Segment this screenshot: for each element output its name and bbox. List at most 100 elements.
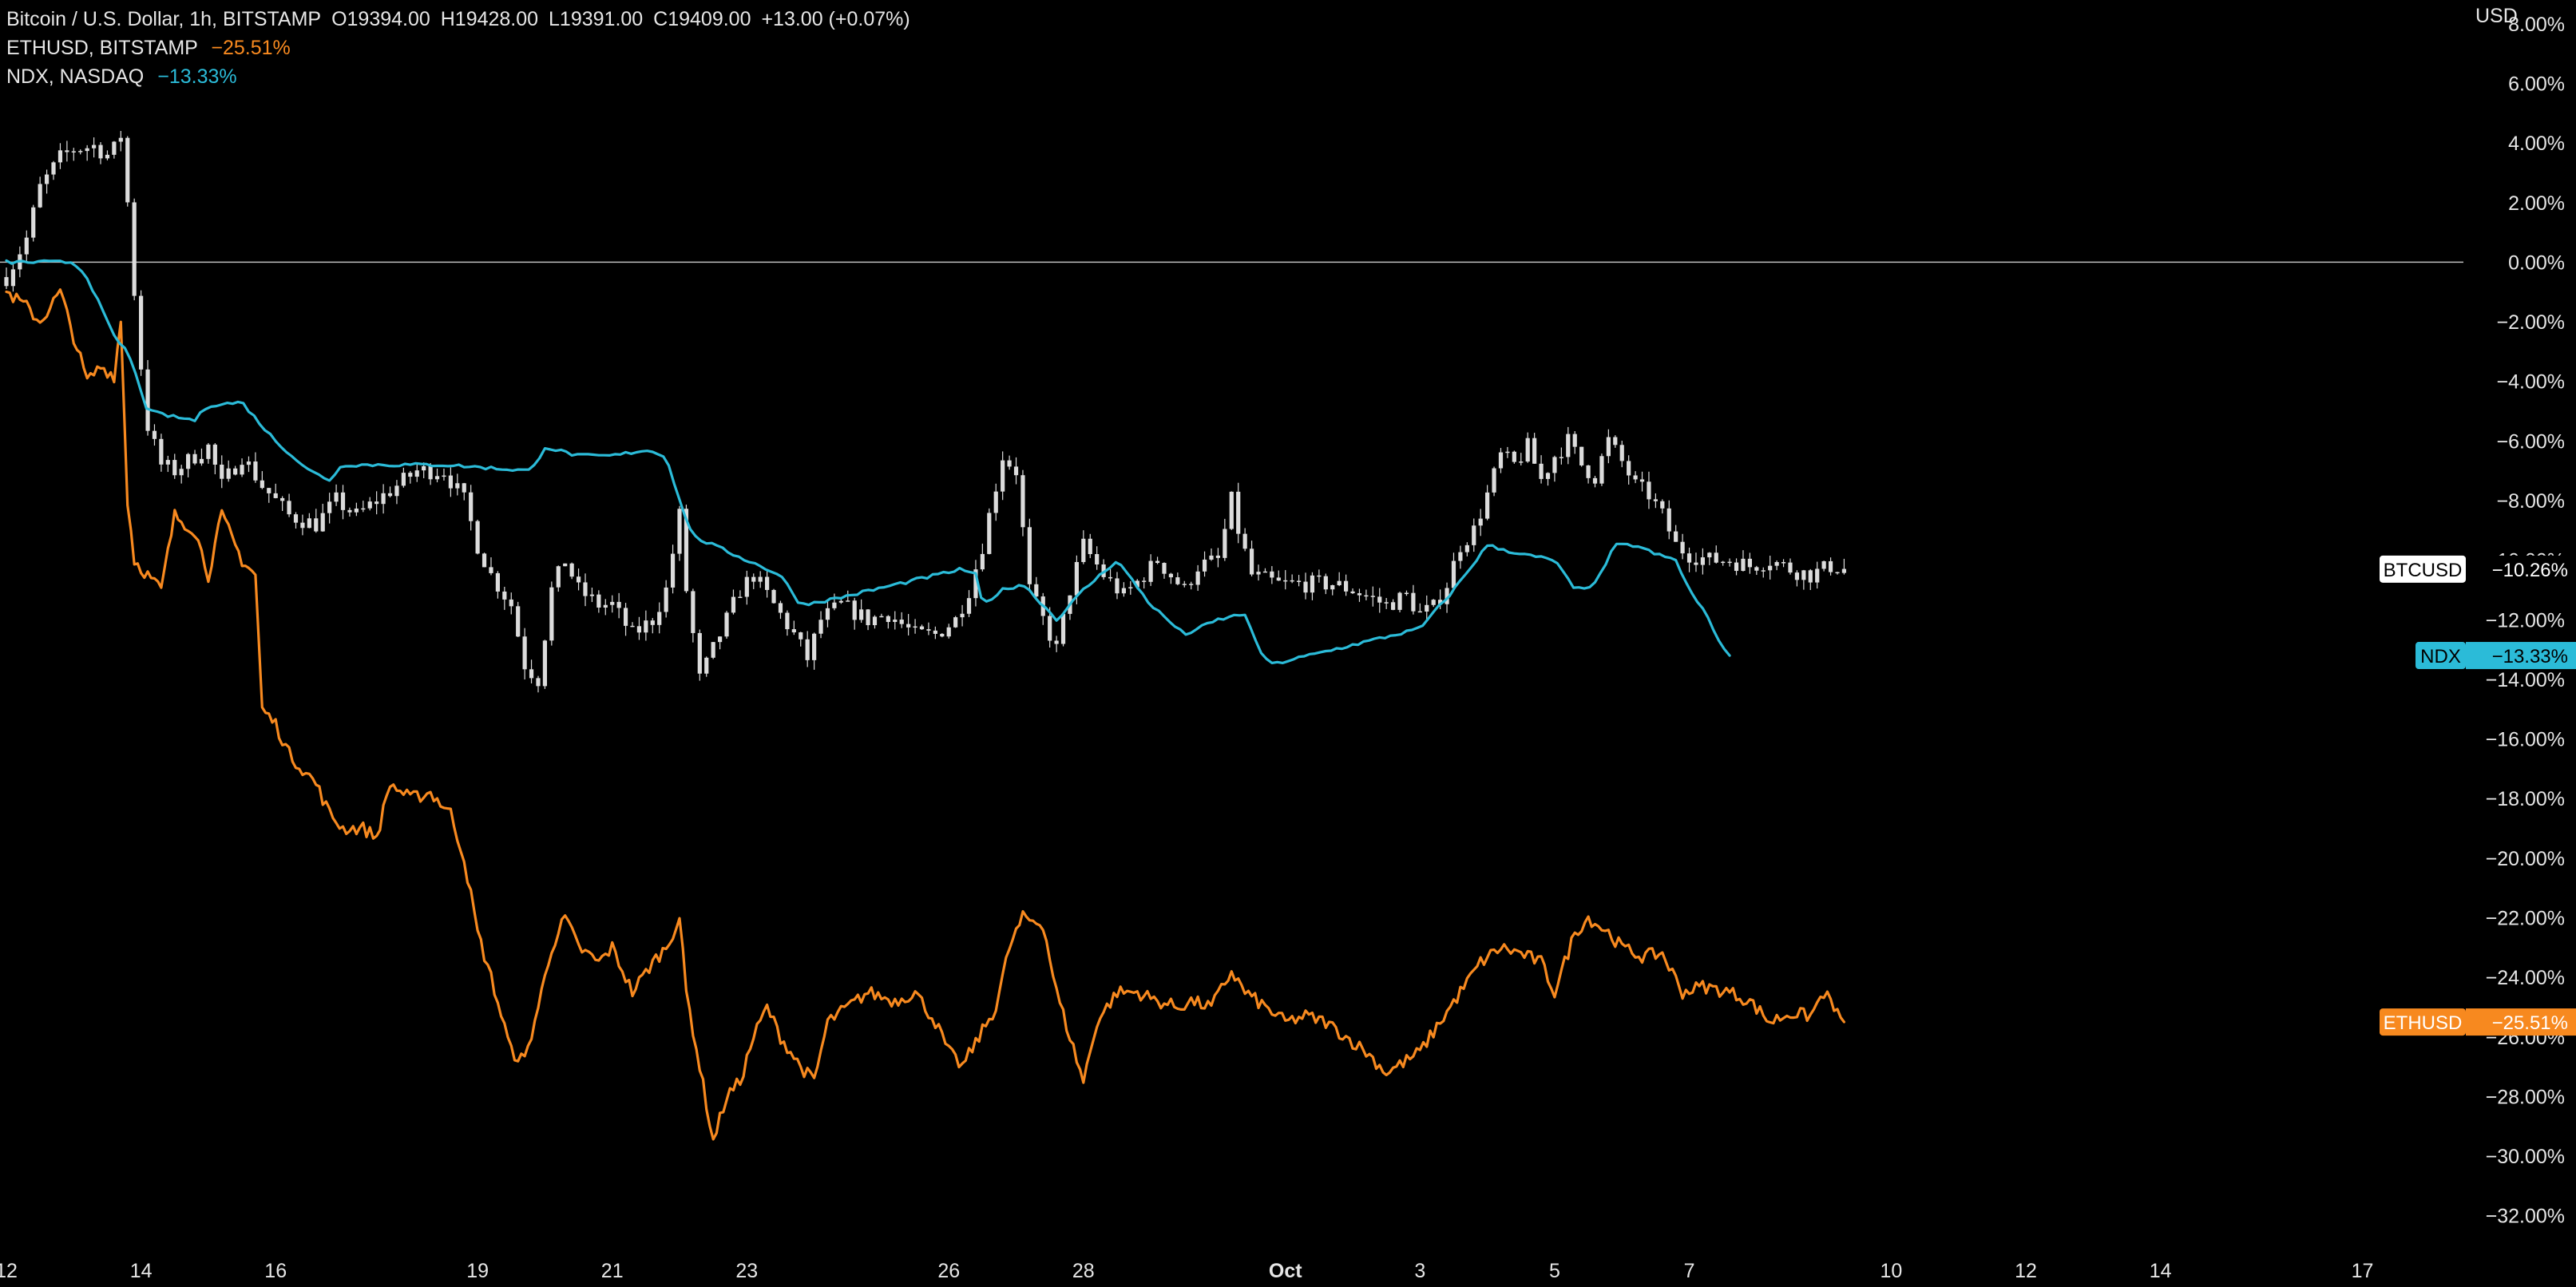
- btc-candle-body: [10, 269, 16, 287]
- btc-candle-body: [717, 636, 723, 643]
- btc-candle-body: [1303, 581, 1308, 593]
- btc-candle-body: [1020, 475, 1025, 528]
- btc-candle-body: [664, 587, 668, 612]
- btc-candle-body: [186, 453, 191, 469]
- btc-candle-body: [293, 514, 299, 523]
- btc-candle-body: [610, 601, 615, 605]
- x-tick-label: 3: [1414, 1260, 1425, 1282]
- legend-eth-symbol[interactable]: ETHUSD, BITSTAMP: [6, 37, 198, 59]
- price-badge-ndx-value: −13.33%: [2492, 646, 2568, 667]
- btc-candle-body: [179, 469, 184, 476]
- btc-candle-body: [516, 606, 521, 637]
- legend-eth-row: ETHUSD, BITSTAMP −25.51%: [6, 34, 915, 62]
- btc-candle-body: [987, 513, 992, 554]
- btc-candle-body: [1027, 527, 1032, 584]
- btc-candle-body: [51, 162, 56, 175]
- price-badge-ndx-value-bg: [2466, 642, 2576, 670]
- btc-candle-body: [1815, 568, 1820, 583]
- btc-candle-body: [1788, 562, 1793, 573]
- legend-ndx-symbol[interactable]: NDX, NASDAQ: [6, 65, 145, 88]
- btc-candle-body: [1364, 595, 1369, 597]
- btc-candle-body: [778, 603, 783, 613]
- btc-candle-body: [226, 468, 231, 479]
- btc-candle-body: [1121, 588, 1127, 594]
- legend-btc-symbol[interactable]: Bitcoin / U.S. Dollar, 1h, BITSTAMP: [6, 8, 322, 30]
- legend-btc-change: +13.00 (+0.07%): [761, 8, 910, 30]
- btc-candle-body: [1168, 573, 1174, 578]
- btc-candle-body: [132, 202, 137, 296]
- y-tick-label: −8.00%: [2497, 490, 2566, 513]
- x-tick-label: 10: [1880, 1260, 1903, 1282]
- btc-candle-body: [1545, 473, 1551, 479]
- btc-candle-body: [1727, 561, 1732, 564]
- btc-candle-body: [1619, 445, 1624, 461]
- btc-candle-body: [966, 598, 972, 614]
- btc-candle-body: [320, 513, 325, 532]
- btc-candle-body: [933, 630, 937, 634]
- btc-candle-body: [670, 553, 676, 588]
- btc-candle-body: [799, 632, 803, 640]
- btc-candle-body: [1189, 584, 1194, 585]
- btc-candle-body: [636, 626, 642, 633]
- btc-candle-body: [260, 480, 264, 489]
- btc-candle-body: [1108, 576, 1113, 579]
- btc-candle-body: [1262, 571, 1268, 573]
- x-tick-label: 5: [1549, 1260, 1560, 1282]
- x-tick-label: 21: [601, 1260, 624, 1282]
- series-btcusd: [4, 130, 1847, 693]
- btc-candle-body: [1195, 571, 1200, 585]
- btc-candle-body: [105, 154, 110, 159]
- btc-candle-body: [838, 600, 843, 603]
- btc-candle-body: [1162, 563, 1167, 574]
- y-tick-label: −2.00%: [2497, 311, 2566, 334]
- btc-candle-body: [1007, 460, 1012, 467]
- btc-candle-body: [1060, 613, 1066, 644]
- btc-candle-body: [1794, 572, 1800, 580]
- btc-candle-body: [1647, 481, 1651, 500]
- btc-candle-body: [1505, 451, 1510, 453]
- btc-candle-body: [872, 616, 878, 626]
- price-badge-ethusd-value: −25.51%: [2492, 1012, 2568, 1034]
- btc-candle-body: [1155, 560, 1160, 564]
- btc-candle-body: [522, 636, 527, 670]
- btc-candle-body: [387, 493, 393, 497]
- btc-candle-body: [529, 669, 534, 679]
- btc-candle-body: [78, 151, 83, 152]
- y-tick-label: −18.00%: [2486, 788, 2565, 810]
- btc-candle-body: [31, 207, 36, 238]
- btc-candle-body: [542, 640, 548, 687]
- btc-candle-body: [603, 604, 608, 608]
- btc-candle-body: [475, 521, 480, 554]
- x-tick-label: 16: [264, 1260, 287, 1282]
- btc-candle-body: [1498, 452, 1504, 469]
- price-badge-ndx-name-bg: [2415, 642, 2466, 670]
- btc-candle-body: [1674, 531, 1678, 542]
- btc-candle-body: [684, 509, 689, 592]
- btc-candle-body: [44, 174, 50, 184]
- btc-candle-body: [1330, 584, 1335, 590]
- y-tick-label: −12.00%: [2486, 609, 2565, 632]
- btc-candle-body: [940, 633, 945, 637]
- btc-candle-body: [846, 600, 850, 602]
- y-axis-unit-label: USD: [2475, 5, 2518, 27]
- series-ndx: [5, 259, 1731, 664]
- y-tick-label: −32.00%: [2486, 1206, 2565, 1228]
- btc-candle-body: [1377, 596, 1382, 603]
- btc-candle-body: [616, 601, 621, 608]
- btc-candle-body: [569, 563, 574, 577]
- btc-candle-body: [1841, 568, 1847, 573]
- price-badge-ethusd-value-bg: [2466, 1008, 2576, 1036]
- btc-candle-body: [192, 453, 197, 464]
- btc-candle-body: [1142, 580, 1147, 582]
- btc-candle-body: [434, 476, 440, 480]
- btc-candle-body: [327, 501, 332, 513]
- btc-candle-body: [489, 567, 493, 573]
- btc-candle-body: [563, 563, 568, 567]
- btc-candle-body: [1808, 570, 1813, 583]
- btc-candle-body: [428, 465, 433, 480]
- btc-candle-body: [623, 608, 628, 626]
- btc-candle-body: [852, 600, 857, 620]
- btc-candle-body: [1633, 475, 1638, 480]
- btc-candle-body: [744, 576, 749, 597]
